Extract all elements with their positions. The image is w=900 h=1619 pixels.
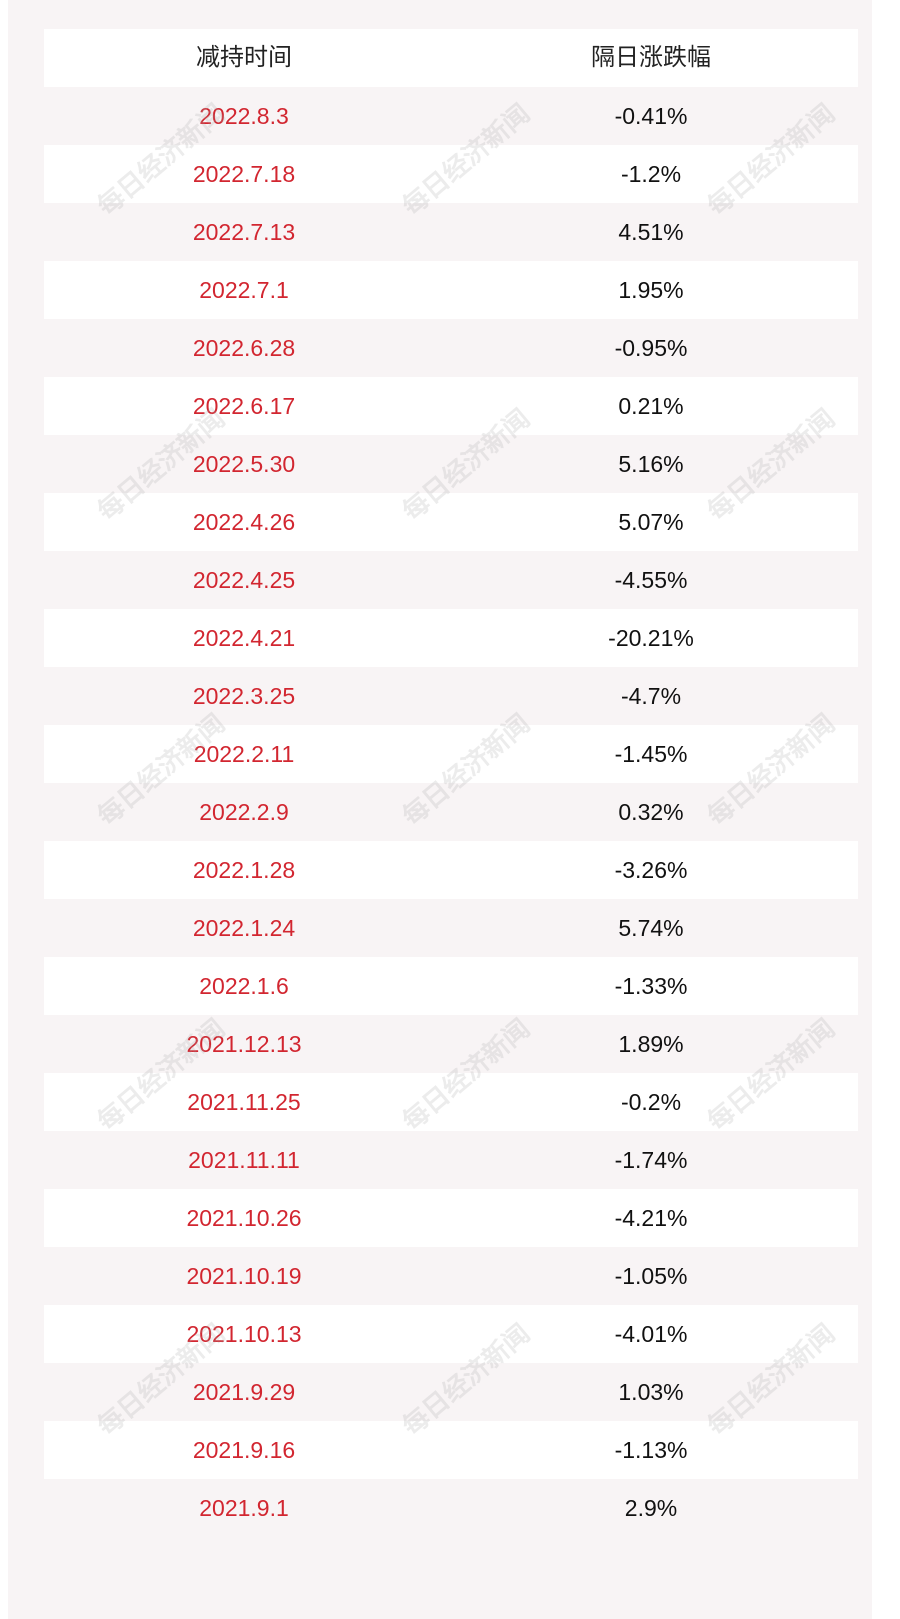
table-header-row: 减持时间 隔日涨跌幅 <box>44 29 858 87</box>
data-table: 减持时间 隔日涨跌幅 2022.8.3 -0.41% 2022.7.18 -1.2% 2… <box>44 29 858 1537</box>
table-row: 2022.6.28 -0.95% <box>44 319 858 377</box>
header-date: 减持时间 <box>196 44 292 71</box>
change-cell: -1.74% <box>614 1147 688 1173</box>
change-cell: -20.21% <box>608 625 694 651</box>
table-row: 2021.10.19 -1.05% <box>44 1247 858 1305</box>
date-cell: 2022.7.18 <box>192 161 296 187</box>
change-cell: 0.32% <box>618 799 684 825</box>
table-row: 2022.4.21 -20.21% <box>44 609 858 667</box>
table-row: 2022.2.9 0.32% <box>44 783 858 841</box>
change-cell: -0.2% <box>620 1089 682 1115</box>
date-cell: 2022.2.9 <box>199 799 289 825</box>
change-cell: -1.2% <box>620 161 682 187</box>
date-cell: 2022.2.11 <box>193 741 295 767</box>
date-cell: 2022.8.3 <box>199 103 289 129</box>
change-cell: -3.26% <box>614 857 688 883</box>
table-row: 2022.4.25 -4.55% <box>44 551 858 609</box>
date-cell: 2021.9.29 <box>192 1379 296 1405</box>
change-cell: -4.21% <box>614 1205 688 1231</box>
date-cell: 2022.7.1 <box>199 277 289 303</box>
table-row: 2021.12.13 1.89% <box>44 1015 858 1073</box>
date-cell: 2021.10.26 <box>186 1205 302 1231</box>
change-cell: -0.41% <box>614 103 688 129</box>
change-cell: -1.33% <box>614 973 688 999</box>
table-panel: 减持时间 隔日涨跌幅 2022.8.3 -0.41% 2022.7.18 -1.2% 2… <box>8 0 872 1619</box>
table-row: 2022.1.28 -3.26% <box>44 841 858 899</box>
date-cell: 2022.1.28 <box>192 857 296 883</box>
header-change: 隔日涨跌幅 <box>591 44 711 71</box>
change-cell: -1.05% <box>614 1263 688 1289</box>
change-cell: -4.01% <box>614 1321 688 1347</box>
date-cell: 2021.9.16 <box>192 1437 296 1463</box>
date-cell: 2022.1.24 <box>192 915 296 941</box>
change-cell: -4.55% <box>614 567 688 593</box>
date-cell: 2021.9.1 <box>199 1495 289 1521</box>
table-row: 2022.7.18 -1.2% <box>44 145 858 203</box>
date-cell: 2022.4.26 <box>192 509 296 535</box>
change-cell: 5.07% <box>618 509 684 535</box>
change-cell: 1.95% <box>618 277 684 303</box>
table-row: 2022.8.3 -0.41% <box>44 87 858 145</box>
table-row: 2022.2.11 -1.45% <box>44 725 858 783</box>
date-cell: 2021.11.11 <box>188 1147 300 1173</box>
table-row: 2021.10.26 -4.21% <box>44 1189 858 1247</box>
table-row: 2022.7.13 4.51% <box>44 203 858 261</box>
table-row: 2022.5.30 5.16% <box>44 435 858 493</box>
date-cell: 2022.1.6 <box>199 973 289 999</box>
date-cell: 2022.4.21 <box>192 625 296 651</box>
date-cell: 2021.12.13 <box>186 1031 302 1057</box>
table-row: 2022.4.26 5.07% <box>44 493 858 551</box>
table-row: 2021.11.25 -0.2% <box>44 1073 858 1131</box>
table-row: 2022.6.17 0.21% <box>44 377 858 435</box>
date-cell: 2022.5.30 <box>192 451 296 477</box>
date-cell: 2021.11.25 <box>187 1089 301 1115</box>
change-cell: -1.13% <box>614 1437 688 1463</box>
change-cell: 5.74% <box>618 915 684 941</box>
change-cell: 0.21% <box>618 393 684 419</box>
date-cell: 2022.3.25 <box>192 683 296 709</box>
date-cell: 2022.6.28 <box>192 335 296 361</box>
change-cell: -4.7% <box>620 683 682 709</box>
change-cell: 1.89% <box>618 1031 684 1057</box>
table-body: 2022.8.3 -0.41% 2022.7.18 -1.2% 2022.7.13 4.5… <box>44 87 858 1537</box>
date-cell: 2021.10.13 <box>186 1321 302 1347</box>
table-row: 2022.7.1 1.95% <box>44 261 858 319</box>
change-cell: -0.95% <box>614 335 688 361</box>
date-cell: 2022.6.17 <box>192 393 296 419</box>
change-cell: 4.51% <box>618 219 684 245</box>
date-cell: 2021.10.19 <box>186 1263 302 1289</box>
change-cell: 1.03% <box>618 1379 684 1405</box>
table-row: 2021.9.1 2.9% <box>44 1479 858 1537</box>
change-cell: 2.9% <box>624 1495 678 1521</box>
date-cell: 2022.4.25 <box>192 567 296 593</box>
date-cell: 2022.7.13 <box>192 219 296 245</box>
table-row: 2021.10.13 -4.01% <box>44 1305 858 1363</box>
table-row: 2021.11.11 -1.74% <box>44 1131 858 1189</box>
table-row: 2021.9.29 1.03% <box>44 1363 858 1421</box>
change-cell: 5.16% <box>618 451 684 477</box>
table-row: 2022.3.25 -4.7% <box>44 667 858 725</box>
table-row: 2021.9.16 -1.13% <box>44 1421 858 1479</box>
table-row: 2022.1.6 -1.33% <box>44 957 858 1015</box>
table-row: 2022.1.24 5.74% <box>44 899 858 957</box>
change-cell: -1.45% <box>614 741 688 767</box>
